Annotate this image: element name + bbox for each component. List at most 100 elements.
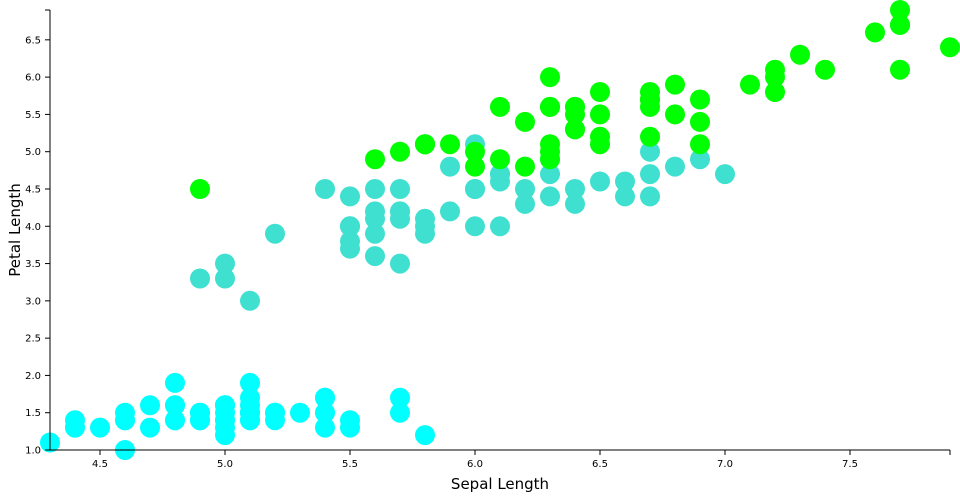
data-point-s0-42: [65, 417, 85, 438]
data-point-s0-30: [165, 395, 185, 416]
data-point-s2-22: [890, 14, 910, 35]
data-point-s1-9: [265, 223, 285, 244]
data-point-s2-39: [690, 111, 710, 132]
data-point-s1-25: [615, 186, 635, 207]
data-point-s2-37: [565, 104, 585, 125]
data-point-s0-31: [315, 402, 335, 423]
y-tick-label-4: 3.0: [25, 296, 41, 307]
x-tick-label-3: 6.0: [467, 459, 483, 470]
data-point-s1-39: [340, 216, 360, 237]
data-point-s0-2: [140, 417, 160, 438]
data-point-s2-35: [890, 59, 910, 80]
data-point-s2-34: [490, 96, 510, 117]
y-tick-label-10: 6.0: [25, 73, 41, 84]
data-point-s2-19: [465, 141, 485, 162]
y-tick-label-1: 1.5: [25, 408, 41, 419]
data-point-s2-26: [515, 156, 535, 177]
data-point-s2-30: [815, 59, 835, 80]
data-point-s1-18: [515, 179, 535, 199]
y-tick-label-5: 3.5: [25, 259, 41, 270]
data-point-s2-48: [515, 111, 535, 132]
data-point-s2-36: [540, 96, 560, 117]
data-point-s1-24: [565, 193, 585, 214]
data-point-s1-1: [565, 179, 585, 199]
data-point-s2-42: [415, 134, 435, 155]
x-tick-label-4: 6.5: [592, 459, 608, 470]
data-point-s2-43: [665, 74, 685, 95]
data-point-s1-27: [640, 141, 660, 162]
data-point-s0-24: [165, 372, 185, 393]
data-point-s0-18: [390, 387, 410, 408]
data-point-s1-29: [390, 253, 410, 274]
data-point-s0-49: [215, 410, 235, 431]
y-axis-title: Petal Length: [6, 183, 24, 277]
data-point-s1-15: [640, 186, 660, 207]
data-point-s0-41: [90, 417, 110, 438]
data-point-s2-31: [940, 37, 960, 58]
data-point-s2-27: [490, 149, 510, 170]
y-tick-label-0: 1.0: [25, 446, 41, 457]
data-point-s0-14: [415, 425, 435, 446]
data-point-s0-29: [140, 395, 160, 416]
data-point-s2-20: [690, 89, 710, 110]
data-point-s1-35: [465, 179, 485, 199]
data-point-s2-29: [765, 82, 785, 102]
data-point-s0-46: [240, 395, 260, 416]
data-point-s1-47: [515, 193, 535, 214]
data-point-s1-2: [690, 149, 710, 170]
data-point-s1-49: [390, 208, 410, 229]
data-point-s2-46: [540, 141, 560, 162]
data-point-s0-36: [340, 417, 360, 438]
data-point-s1-4: [590, 171, 610, 192]
data-point-s1-19: [365, 223, 385, 244]
data-point-s2-16: [590, 104, 610, 125]
data-point-s0-32: [265, 402, 285, 423]
data-point-s1-36: [640, 164, 660, 185]
y-tick-label-2: 2.0: [25, 371, 41, 382]
data-point-s1-31: [340, 238, 360, 259]
data-point-s2-18: [890, 0, 910, 20]
x-axis-title: Sepal Length: [451, 475, 549, 493]
data-point-s1-7: [190, 268, 210, 289]
data-point-s0-48: [290, 402, 310, 423]
data-point-s2-4: [590, 82, 610, 102]
x-tick-label-1: 5.0: [217, 459, 233, 470]
data-point-s1-40: [340, 186, 360, 207]
data-point-s1-12: [465, 216, 485, 237]
y-tick-label-9: 5.5: [25, 110, 41, 121]
x-tick-label-2: 5.5: [342, 459, 358, 470]
data-point-s1-34: [315, 179, 335, 199]
data-point-s2-41: [690, 134, 710, 155]
data-point-s1-5: [390, 179, 410, 199]
data-point-s0-44: [240, 372, 260, 393]
data-point-s2-7: [790, 44, 810, 65]
data-point-s1-26: [665, 156, 685, 177]
y-tick-label-3: 2.5: [25, 334, 41, 345]
x-tick-label-0: 4.5: [92, 459, 108, 470]
data-point-s2-49: [440, 134, 460, 155]
data-point-s1-48: [240, 290, 260, 311]
data-point-s0-43: [215, 395, 235, 416]
data-point-s1-16: [365, 179, 385, 199]
data-point-s2-25: [765, 67, 785, 88]
data-point-s1-14: [365, 246, 385, 267]
data-point-s2-44: [640, 89, 660, 110]
data-point-s2-12: [665, 104, 685, 125]
axes-layer: 4.5 5.0 5.5 6.0 6.5 7.0 7.5 1.0 1.5 2.0 2.5 3.0 3.5 4…: [25, 9, 951, 470]
data-point-s2-6: [190, 179, 210, 199]
data-point-s1-43: [215, 268, 235, 289]
data-point-s0-15: [390, 402, 410, 423]
data-point-s0-20: [315, 387, 335, 408]
x-tick-label-6: 7.5: [842, 459, 858, 470]
data-point-s0-47: [115, 410, 135, 431]
data-point-s2-45: [640, 126, 660, 147]
data-point-s2-13: [390, 141, 410, 162]
data-point-s1-37: [540, 186, 560, 207]
data-point-s1-6: [540, 164, 560, 185]
data-point-s0-37: [190, 410, 210, 431]
data-point-s1-41: [490, 171, 510, 192]
y-tick-label-6: 4.0: [25, 222, 41, 233]
x-tick-label-5: 7.0: [717, 459, 733, 470]
data-point-s2-38: [465, 156, 485, 177]
